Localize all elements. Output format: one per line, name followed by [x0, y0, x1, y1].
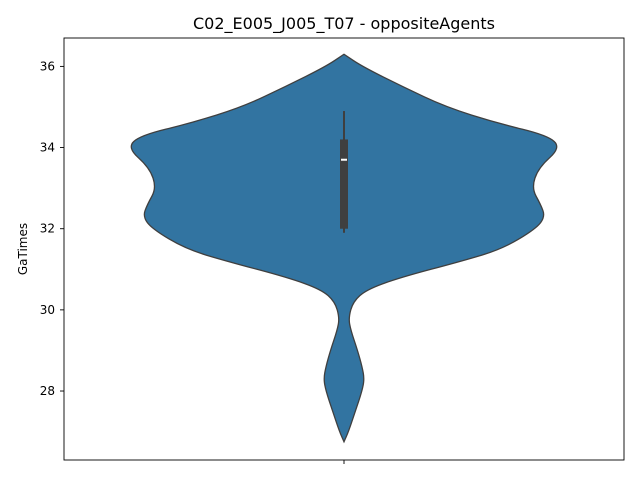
y-tick-label: 34: [40, 141, 55, 155]
violin-body: [130, 53, 558, 443]
y-axis-label: GaTimes: [16, 223, 30, 275]
iqr-box: [340, 139, 348, 229]
chart-title: C02_E005_J005_T07 - oppositeAgents: [193, 14, 495, 34]
y-tick-label: 30: [40, 303, 55, 317]
y-tick-label: 36: [40, 59, 55, 73]
y-tick-label: 32: [40, 222, 55, 236]
y-tick-label: 28: [40, 384, 55, 398]
